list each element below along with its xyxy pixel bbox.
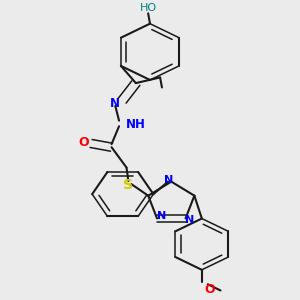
- Text: N: N: [185, 215, 195, 225]
- Text: NH: NH: [126, 118, 146, 131]
- Text: S: S: [123, 178, 134, 192]
- Text: N: N: [164, 175, 173, 185]
- Text: O: O: [78, 136, 89, 149]
- Text: HO: HO: [140, 3, 157, 13]
- Text: N: N: [157, 211, 166, 221]
- Text: O: O: [205, 283, 215, 296]
- Text: N: N: [110, 97, 120, 110]
